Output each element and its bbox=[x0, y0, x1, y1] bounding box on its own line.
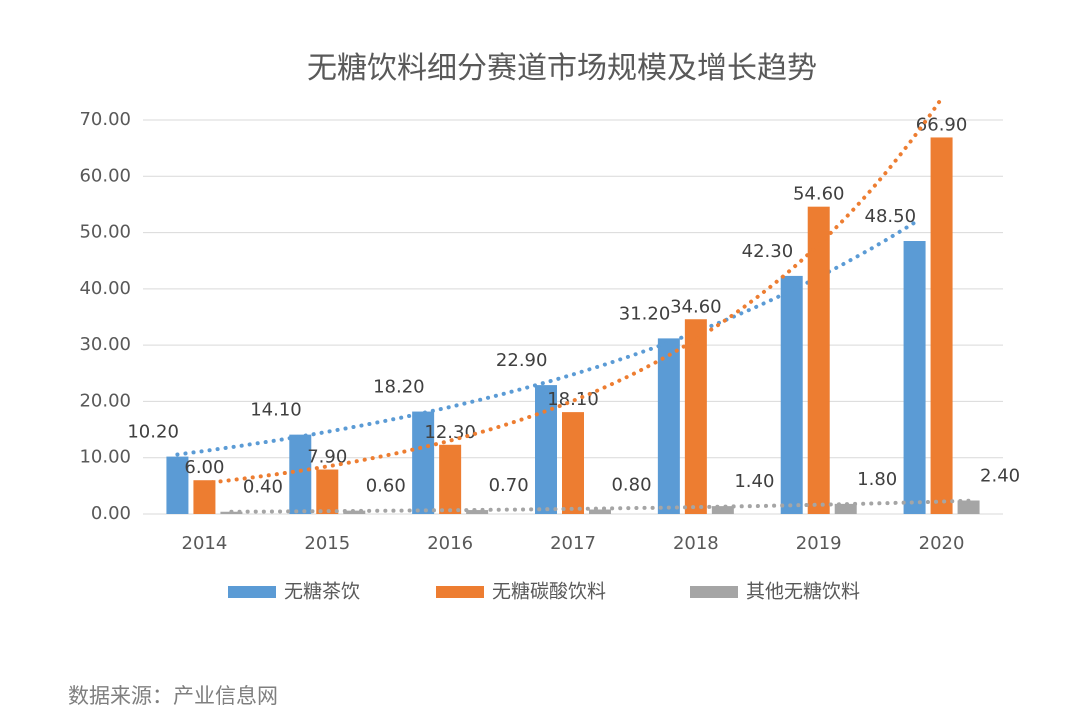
bar bbox=[957, 500, 980, 514]
x-tick-label: 2014 bbox=[182, 533, 228, 554]
x-tick-label: 2017 bbox=[550, 533, 596, 554]
bar bbox=[193, 480, 216, 514]
legend-label: 无糖茶饮 bbox=[284, 581, 360, 603]
y-tick-label: 60.00 bbox=[79, 165, 131, 186]
bar bbox=[657, 338, 680, 514]
data-label: 48.50 bbox=[865, 206, 917, 227]
bar bbox=[807, 206, 830, 514]
source-note: 数据来源：产业信息网 bbox=[68, 684, 278, 708]
bar bbox=[439, 444, 462, 514]
trendline bbox=[229, 498, 971, 514]
legend-swatch bbox=[436, 586, 484, 598]
y-tick-label: 30.00 bbox=[79, 334, 131, 355]
bar bbox=[834, 503, 857, 514]
data-label: 0.60 bbox=[366, 476, 406, 497]
legend-label: 其他无糖饮料 bbox=[746, 581, 860, 603]
x-tick-label: 2019 bbox=[796, 533, 842, 554]
bar bbox=[903, 241, 926, 514]
data-label: 18.20 bbox=[373, 377, 425, 398]
x-tick-label: 2018 bbox=[673, 533, 719, 554]
y-tick-label: 0.00 bbox=[91, 503, 131, 524]
bar bbox=[412, 411, 435, 514]
bar bbox=[316, 469, 339, 514]
data-label: 34.60 bbox=[670, 296, 722, 317]
data-label: 6.00 bbox=[184, 457, 224, 478]
legend-label: 无糖碳酸饮料 bbox=[492, 581, 606, 603]
y-tick-label: 50.00 bbox=[79, 222, 131, 243]
bar bbox=[684, 319, 707, 514]
data-label: 7.90 bbox=[307, 447, 347, 468]
data-label: 0.80 bbox=[611, 474, 651, 495]
data-label: 14.10 bbox=[250, 400, 302, 421]
x-tick-label: 2015 bbox=[304, 533, 350, 554]
data-label: 42.30 bbox=[742, 241, 794, 262]
bar bbox=[930, 137, 953, 514]
data-label: 12.30 bbox=[424, 422, 476, 443]
x-tick-label: 2020 bbox=[919, 533, 965, 554]
data-label: 22.90 bbox=[496, 350, 548, 371]
data-label: 0.70 bbox=[489, 475, 529, 496]
bar bbox=[535, 385, 557, 514]
y-tick-label: 10.00 bbox=[79, 447, 131, 468]
data-label: 1.40 bbox=[734, 471, 774, 492]
y-tick-label: 40.00 bbox=[79, 278, 131, 299]
bar bbox=[166, 456, 189, 514]
data-label: 10.20 bbox=[127, 422, 179, 443]
data-label: 31.20 bbox=[619, 303, 671, 324]
bar bbox=[289, 434, 312, 514]
data-label: 0.40 bbox=[243, 477, 283, 498]
bar bbox=[562, 412, 584, 514]
y-tick-label: 70.00 bbox=[79, 109, 131, 130]
bar bbox=[589, 509, 611, 514]
data-label: 1.80 bbox=[857, 469, 897, 490]
data-label: 66.90 bbox=[916, 114, 968, 135]
y-tick-label: 20.00 bbox=[79, 390, 131, 411]
data-label: 2.40 bbox=[980, 465, 1020, 486]
chart-title: 无糖饮料细分赛道市场规模及增长趋势 bbox=[307, 51, 817, 86]
bar bbox=[711, 506, 734, 514]
trendline bbox=[202, 96, 944, 486]
trendline bbox=[175, 220, 917, 457]
legend-swatch bbox=[690, 586, 738, 598]
x-tick-label: 2016 bbox=[427, 533, 473, 554]
data-label: 54.60 bbox=[793, 184, 845, 205]
bar bbox=[466, 510, 489, 514]
bar bbox=[780, 275, 803, 514]
legend-swatch bbox=[228, 586, 276, 598]
